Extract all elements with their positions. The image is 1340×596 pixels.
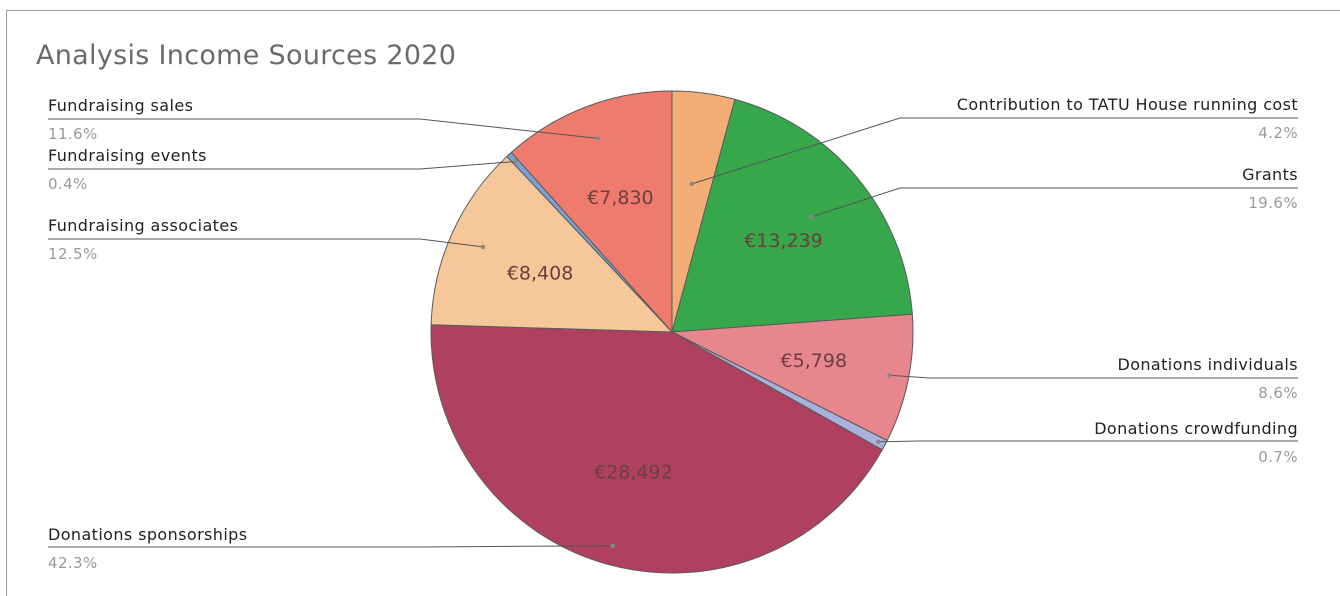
leader-line bbox=[878, 440, 1298, 443]
slice-name-label: Grants bbox=[1242, 165, 1298, 184]
leader-dot bbox=[513, 159, 518, 164]
pie-slice bbox=[510, 90, 673, 334]
leader-dot bbox=[887, 373, 892, 378]
leader-dot bbox=[480, 244, 486, 250]
leader-line bbox=[889, 374, 1298, 379]
leader-dot bbox=[689, 181, 694, 187]
leader-line bbox=[811, 187, 1298, 218]
slice-name-label: Contribution to TATU House running cost bbox=[957, 95, 1298, 114]
slice-name-label: Donations individuals bbox=[1117, 355, 1298, 374]
slice-name-label: Donations sponsorships bbox=[48, 525, 247, 544]
leader-line bbox=[48, 545, 613, 548]
chart-frame bbox=[6, 10, 1340, 596]
slice-percent-label: 12.5% bbox=[48, 245, 98, 263]
slice-percent-label: 19.6% bbox=[1248, 194, 1298, 212]
leader-line bbox=[691, 117, 1298, 185]
pie-slice bbox=[430, 155, 674, 333]
chart-title: Analysis Income Sources 2020 bbox=[36, 40, 457, 71]
pie-slice bbox=[671, 98, 913, 333]
slice-name-label: Donations crowdfunding bbox=[1094, 419, 1298, 438]
slice-percent-label: 8.6% bbox=[1258, 384, 1298, 402]
leader-line bbox=[48, 118, 599, 139]
leader-line bbox=[48, 238, 484, 248]
leader-dot bbox=[809, 214, 814, 220]
slice-percent-label: 0.7% bbox=[1258, 448, 1298, 466]
slice-percent-label: 4.2% bbox=[1258, 124, 1298, 142]
slice-percent-label: 0.4% bbox=[48, 175, 88, 193]
leader-dot bbox=[595, 136, 601, 141]
pie-slice bbox=[670, 313, 914, 442]
pie-slice bbox=[430, 324, 883, 574]
leader-dot bbox=[610, 543, 615, 548]
slice-value-label: €13,239 bbox=[744, 230, 823, 252]
leader-dot bbox=[876, 439, 881, 444]
slice-name-label: Fundraising sales bbox=[48, 96, 193, 115]
slice-value-label: €8,408 bbox=[507, 263, 573, 285]
slice-value-label: €7,830 bbox=[587, 187, 653, 209]
slice-value-label: €5,798 bbox=[781, 350, 847, 372]
slice-percent-label: 11.6% bbox=[48, 125, 98, 143]
slice-name-label: Fundraising associates bbox=[48, 216, 238, 235]
leader-line bbox=[48, 161, 516, 170]
slice-percent-label: 42.3% bbox=[48, 554, 98, 572]
slice-name-label: Fundraising events bbox=[48, 146, 207, 165]
slice-value-label: €28,492 bbox=[594, 461, 673, 483]
